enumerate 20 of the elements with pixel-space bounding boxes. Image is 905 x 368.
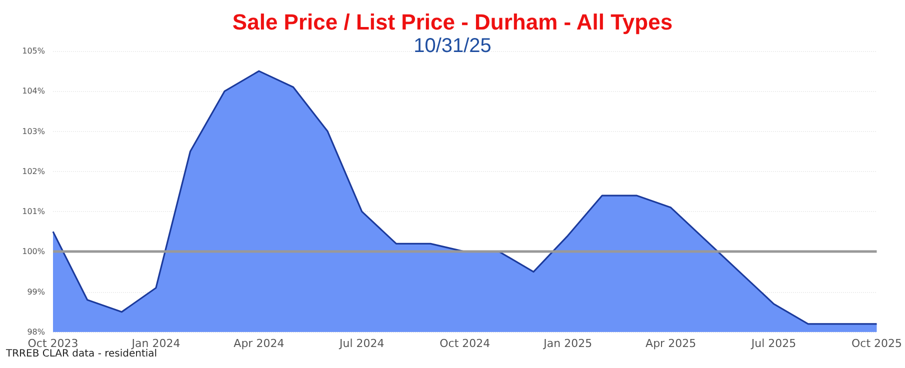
x-tick-label: Oct 2023 (28, 337, 78, 350)
x-tick-label: Jul 2024 (338, 337, 384, 350)
x-tick-label: Apr 2025 (646, 337, 696, 350)
y-tick-label: 102% (22, 166, 46, 176)
y-tick-label: 101% (22, 207, 46, 216)
y-tick-label: 104% (22, 86, 46, 96)
text: TRREB CLAR data - residential (5, 348, 158, 360)
chart-subtitle: 10/31/25 (414, 35, 492, 57)
x-tick-label: Apr 2024 (234, 337, 284, 350)
y-tick-label: 100% (22, 247, 46, 256)
x-tick-label: Jan 2024 (130, 337, 180, 350)
chart-title: Sale Price / List Price - Durham - All Types (232, 10, 673, 34)
x-tick-label: Oct 2025 (851, 337, 902, 350)
y-tick-label: 103% (22, 126, 46, 136)
x-tick-label: Jul 2025 (750, 337, 796, 350)
y-tick-label: 99% (27, 287, 46, 296)
x-tick-label: Oct 2024 (440, 337, 490, 350)
y-tick-label: 105% (22, 46, 46, 56)
y-tick-label: 98% (27, 328, 46, 336)
x-tick-label: Jan 2025 (542, 337, 592, 350)
